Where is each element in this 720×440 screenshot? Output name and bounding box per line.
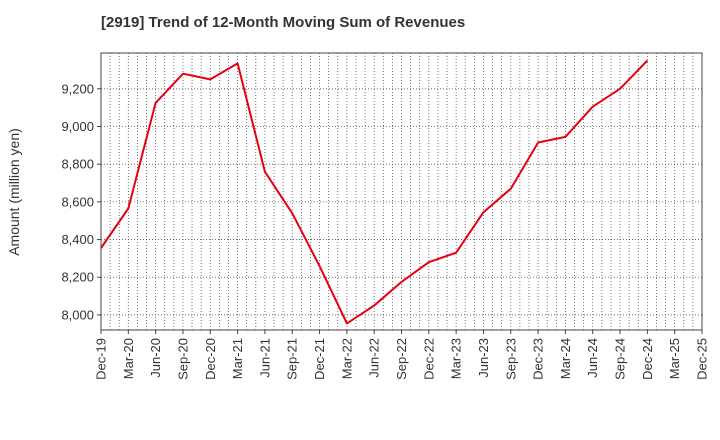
x-tick-label: Sep-21 <box>285 338 300 380</box>
y-tick-label: 8,000 <box>61 307 94 322</box>
x-tick-label: Mar-24 <box>558 338 573 379</box>
x-tick-label: Dec-22 <box>421 338 436 380</box>
x-tick-label: Dec-25 <box>695 338 710 380</box>
y-tick-label: 8,400 <box>61 232 94 247</box>
x-tick-label: Sep-20 <box>175 338 190 380</box>
x-tick-label: Mar-20 <box>121 338 136 379</box>
y-tick-label: 9,200 <box>61 81 94 96</box>
y-tick-label: 8,600 <box>61 194 94 209</box>
y-tick-label: 8,800 <box>61 157 94 172</box>
x-tick-label: Sep-23 <box>503 338 518 380</box>
grid-lines <box>101 53 702 330</box>
series-line <box>100 59 649 325</box>
x-tick-label: Mar-25 <box>667 338 682 379</box>
x-tick-label: Jun-20 <box>148 338 163 378</box>
x-tick-label: Jun-23 <box>476 338 491 378</box>
x-tick-label: Jun-24 <box>585 338 600 378</box>
chart-title: [2919] Trend of 12-Month Moving Sum of R… <box>101 14 466 31</box>
y-tick-label: 9,000 <box>61 119 94 134</box>
y-axis-ticks: 8,000 8,200 8,400 8,600 8,800 9,000 9,200 <box>61 81 101 322</box>
x-tick-label: Mar-22 <box>339 338 354 379</box>
x-tick-label: Mar-21 <box>230 338 245 379</box>
x-tick-label: Sep-24 <box>613 338 628 380</box>
x-tick-label: Jun-21 <box>257 338 272 378</box>
x-axis-ticks: Dec-19 Mar-20 Jun-20 Sep-20 Dec-20 Mar-21 Jun-… <box>94 330 710 380</box>
x-tick-label: Dec-19 <box>94 338 109 380</box>
data-points <box>100 60 648 324</box>
plot-frame <box>100 52 703 331</box>
x-tick-label: Mar-23 <box>449 338 464 379</box>
x-tick-label: Dec-21 <box>312 338 327 380</box>
x-tick-label: Dec-20 <box>203 338 218 380</box>
x-tick-label: Dec-23 <box>531 338 546 380</box>
y-tick-label: 8,200 <box>61 270 94 285</box>
x-tick-label: Dec-24 <box>640 338 655 380</box>
x-tick-label: Jun-22 <box>367 338 382 378</box>
x-tick-label: Sep-22 <box>394 338 409 380</box>
